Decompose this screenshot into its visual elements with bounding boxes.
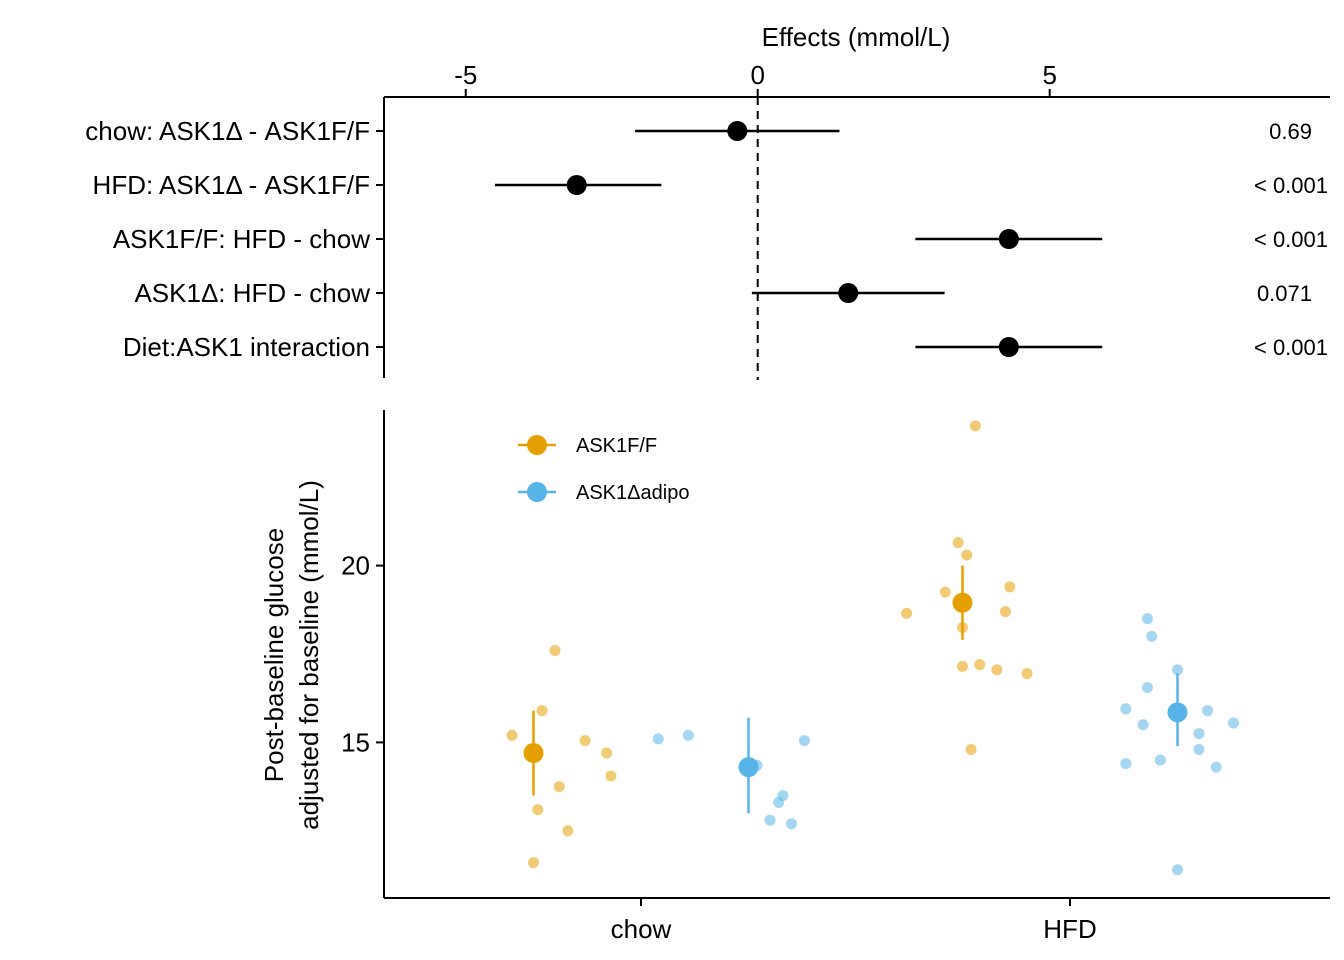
data-point [1120, 758, 1132, 770]
data-point [1210, 761, 1222, 773]
glucose-axis-title-line2: adjusted for baseline (mmol/L) [294, 480, 324, 830]
effects-row-label: HFD: ASK1Δ - ASK1F/F [93, 170, 370, 200]
effects-p-value: < 0.001 [1254, 173, 1328, 198]
data-point [939, 586, 951, 598]
data-point [1021, 667, 1033, 679]
data-point [1141, 682, 1153, 694]
data-point [798, 735, 810, 747]
group-mean-point [952, 592, 973, 613]
data-point [961, 549, 973, 561]
effects-x-ticks: -5 0 5 [454, 60, 1057, 97]
data-point [1172, 864, 1183, 876]
effects-row-label: ASK1Δ: HFD - chow [134, 278, 370, 308]
legend-key-point [527, 435, 547, 455]
effects-estimate-point [998, 229, 1019, 249]
group-means [523, 565, 1188, 814]
data-point [1172, 664, 1183, 676]
data-point [777, 789, 789, 801]
data-point [1000, 606, 1011, 618]
diet-x-tick-label: HFD [1043, 914, 1096, 944]
legend-label: ASK1Δadipo [576, 482, 689, 504]
data-point [786, 818, 797, 830]
effects-estimate-point [566, 175, 587, 195]
legend: ASK1F/F ASK1Δadipo [518, 435, 689, 504]
data-point [764, 814, 776, 826]
data-point [1193, 728, 1205, 740]
data-point [974, 659, 986, 671]
data-point [553, 781, 565, 793]
data-point [1137, 719, 1149, 731]
data-point [1120, 703, 1132, 715]
data-point [528, 857, 539, 869]
glucose-y-tick-label: 15 [341, 727, 370, 757]
data-point [952, 537, 964, 549]
effects-forest-plot: Effects (mmol/L) -5 0 5 chow: ASK1Δ - ASK1… [85, 22, 1330, 380]
effects-p-value: 0.69 [1269, 119, 1312, 144]
effects-x-tick-label: 5 [1042, 60, 1056, 90]
effects-axis-title: Effects (mmol/L) [762, 22, 951, 52]
effects-row-label: chow: ASK1Δ - ASK1F/F [85, 116, 370, 146]
data-point [1193, 743, 1205, 755]
data-point [601, 747, 613, 759]
effects-row-label: Diet:ASK1 interaction [123, 332, 370, 362]
group-mean-point [523, 743, 544, 764]
effects-estimate-point [838, 283, 859, 303]
data-point [1227, 717, 1239, 729]
glucose-axis-title-line1: Post-baseline glucose [259, 528, 289, 782]
effects-x-tick-label: 0 [750, 60, 764, 90]
data-point [579, 735, 591, 747]
group-mean-point [1167, 702, 1188, 723]
data-point [605, 770, 617, 782]
data-point [532, 804, 544, 816]
data-point [536, 705, 548, 717]
data-point [652, 733, 664, 745]
data-point [1154, 754, 1166, 766]
data-point [1141, 613, 1153, 625]
data-point [991, 664, 1003, 676]
data-point [562, 825, 574, 837]
diet-x-ticks: chow HFD [611, 898, 1097, 944]
legend-label: ASK1F/F [576, 435, 657, 457]
data-point [549, 644, 561, 656]
effects-rows: chow: ASK1Δ - ASK1F/F 0.69 HFD: ASK1Δ - AS… [85, 116, 1328, 362]
glucose-y-tick-label: 20 [341, 551, 370, 581]
legend-key-point [527, 482, 547, 502]
data-point [1004, 581, 1016, 593]
data-point [969, 420, 981, 432]
data-point [957, 660, 968, 672]
data-point [901, 607, 913, 619]
effects-p-value: < 0.001 [1254, 335, 1328, 360]
data-point [682, 729, 694, 741]
effects-estimate-point [727, 121, 748, 141]
group-mean-point [738, 757, 759, 778]
diet-x-tick-label: chow [611, 914, 672, 944]
effects-row-label: ASK1F/F: HFD - chow [113, 224, 370, 254]
effects-estimate-point [998, 337, 1019, 357]
data-point [965, 743, 977, 755]
effects-x-tick-label: -5 [454, 60, 477, 90]
data-point [506, 729, 518, 741]
effects-p-value: < 0.001 [1254, 227, 1328, 252]
effects-p-value: 0.071 [1257, 281, 1312, 306]
data-point [1202, 705, 1214, 717]
data-point [1146, 630, 1158, 642]
